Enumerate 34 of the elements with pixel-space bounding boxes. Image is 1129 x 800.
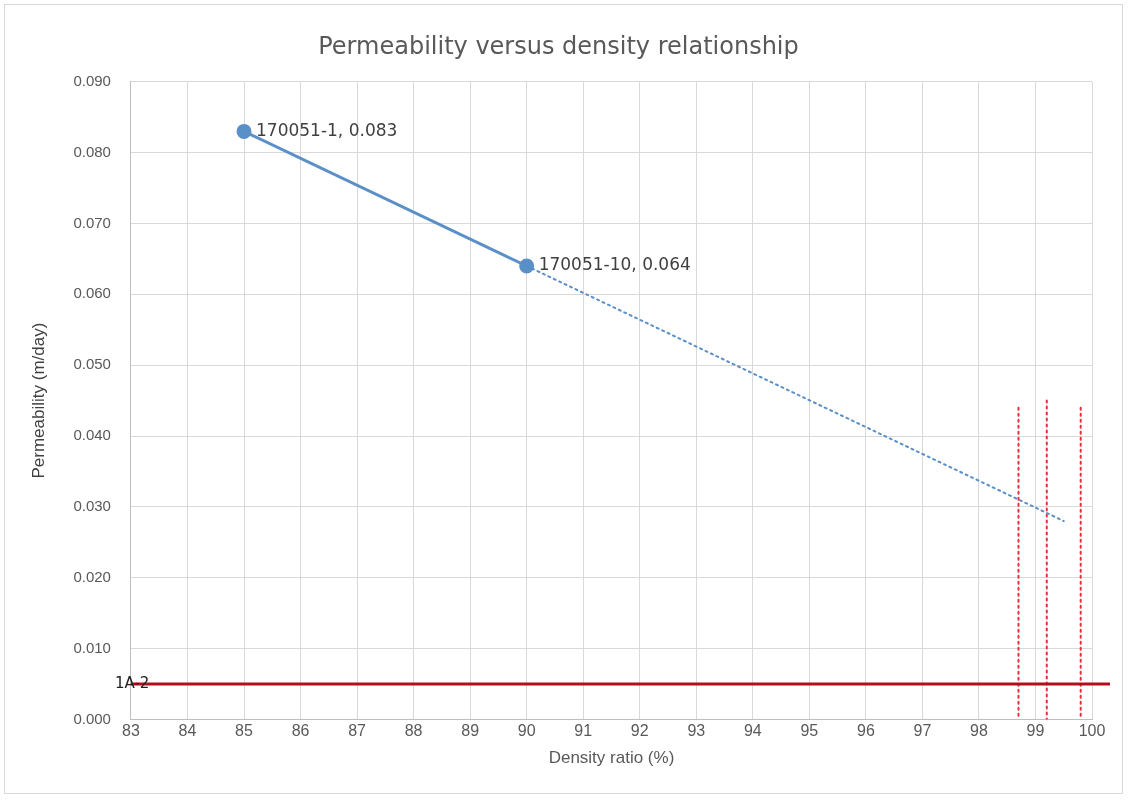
y-tick-label: 0.060 (73, 284, 111, 302)
ref-line-label: 1A-2 (114, 673, 150, 692)
y-tick-label: 0.090 (73, 71, 111, 89)
data-label: 170051-1, 0.083 (256, 119, 398, 140)
chart-title: Permeability versus density relationship (318, 31, 799, 60)
y-tick-label: 0.080 (73, 142, 111, 160)
x-tick-label: 92 (630, 722, 649, 740)
x-tick-label: 97 (913, 722, 932, 740)
y-tick-label: 0.010 (73, 638, 111, 656)
x-tick-label: 95 (800, 722, 819, 740)
x-tick-label: 90 (517, 722, 536, 740)
data-label: 170051-10, 0.064 (538, 254, 691, 275)
x-tick-label: 91 (574, 722, 593, 740)
x-tick-label: 100 (1078, 722, 1106, 740)
x-tick-label: 88 (404, 722, 423, 740)
x-tick-label: 89 (461, 722, 480, 740)
y-tick-label: 0.050 (73, 355, 111, 373)
x-tick-label: 99 (1026, 722, 1045, 740)
x-tick-label: 96 (856, 722, 875, 740)
y-tick-label: 0.030 (73, 497, 111, 515)
x-tick-label: 85 (235, 722, 253, 740)
y-tick-label: 0.020 (73, 567, 111, 585)
x-tick-label: 86 (291, 722, 310, 740)
x-tick-label: 84 (178, 722, 197, 740)
x-tick-label: 93 (687, 722, 706, 740)
y-tick-label: 0.000 (73, 709, 111, 727)
y-axis-title: Permeability (m/day) (28, 322, 48, 479)
x-tick-label: 87 (348, 722, 367, 740)
x-tick-label: 94 (743, 722, 762, 740)
y-tick-label: 0.070 (73, 213, 111, 231)
x-tick-label: 83 (122, 722, 140, 740)
x-axis-title: Density ratio (%) (548, 748, 675, 768)
y-tick-label: 0.040 (73, 426, 111, 444)
x-tick-label: 98 (970, 722, 988, 740)
